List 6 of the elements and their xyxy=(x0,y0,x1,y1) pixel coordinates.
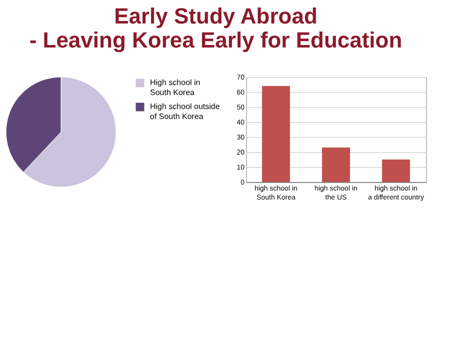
legend-label: High school in South Korea xyxy=(150,78,200,97)
bar xyxy=(382,160,410,182)
legend-label: High school outside of South Korea xyxy=(150,102,220,121)
bar xyxy=(262,86,290,182)
chart-title: Early Study Abroad - Leaving Korea Early for Education xyxy=(29,4,402,52)
bar xyxy=(322,148,350,182)
